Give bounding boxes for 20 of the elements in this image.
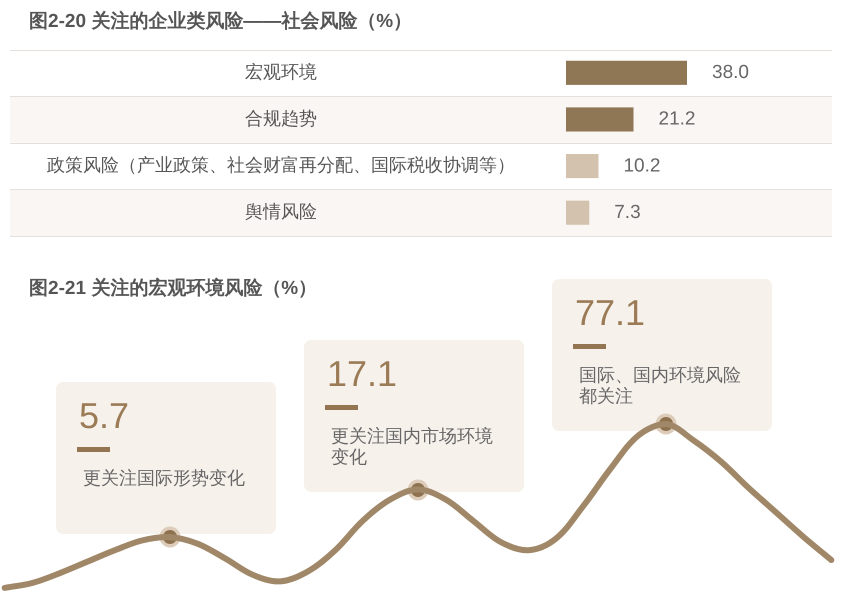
text: 图2-21 关注的宏观环境风险（%） xyxy=(29,277,318,300)
data-label: 77.1 xyxy=(575,292,646,333)
y-tick-label: 政策风险（产业政策、社会财富再分配、国际税收协调等） xyxy=(47,155,515,176)
data-label: 10.2 xyxy=(623,155,660,176)
category-label: 国际、国内环境风险都关注 xyxy=(579,364,741,406)
bar xyxy=(566,200,590,225)
bar xyxy=(566,107,634,132)
bar xyxy=(566,60,687,85)
text: 图2-20 关注的企业类风险——社会风险（%） xyxy=(29,10,412,32)
category-label: 更关注国内市场环境变化 xyxy=(331,426,493,467)
data-label: 21.2 xyxy=(658,108,696,130)
data-label: 38.0 xyxy=(712,62,749,84)
data-label: 17.1 xyxy=(327,353,398,394)
bar xyxy=(566,154,598,178)
y-tick-label: 宏观环境 xyxy=(245,62,317,82)
data-label: 7.3 xyxy=(614,202,641,223)
y-tick-label: 舆情风险 xyxy=(245,202,317,222)
category-label: 更关注国际形势变化 xyxy=(83,468,245,488)
data-label: 5.7 xyxy=(79,395,130,436)
y-tick-label: 合规趋势 xyxy=(245,108,317,128)
